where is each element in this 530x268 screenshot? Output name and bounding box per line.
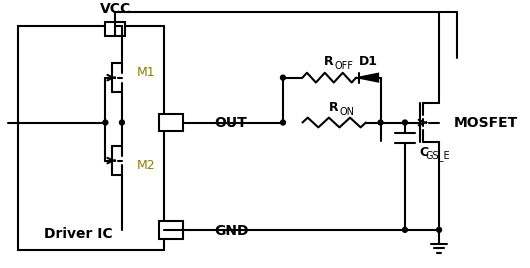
Text: OFF: OFF xyxy=(334,61,354,71)
Text: M2: M2 xyxy=(137,159,155,172)
Bar xyxy=(159,114,183,131)
Circle shape xyxy=(280,75,285,80)
Bar xyxy=(105,22,125,36)
Circle shape xyxy=(103,120,108,125)
Circle shape xyxy=(120,120,125,125)
Text: ON: ON xyxy=(340,107,355,117)
Text: MOSFET: MOSFET xyxy=(454,116,518,129)
Circle shape xyxy=(402,120,408,125)
Polygon shape xyxy=(359,74,378,81)
Circle shape xyxy=(280,120,285,125)
Text: R: R xyxy=(329,101,339,114)
Circle shape xyxy=(437,228,441,232)
Text: VCC: VCC xyxy=(100,2,131,16)
Text: M1: M1 xyxy=(137,66,155,79)
Text: Driver IC: Driver IC xyxy=(44,226,112,241)
Text: OUT: OUT xyxy=(215,116,248,129)
Text: GND: GND xyxy=(215,224,249,238)
Circle shape xyxy=(378,120,383,125)
Text: GS_E: GS_E xyxy=(426,150,450,161)
Text: R: R xyxy=(324,55,333,68)
Text: C: C xyxy=(420,146,429,159)
Bar xyxy=(17,26,164,250)
Circle shape xyxy=(402,228,408,232)
Bar xyxy=(159,221,183,239)
Text: D1: D1 xyxy=(359,55,378,68)
